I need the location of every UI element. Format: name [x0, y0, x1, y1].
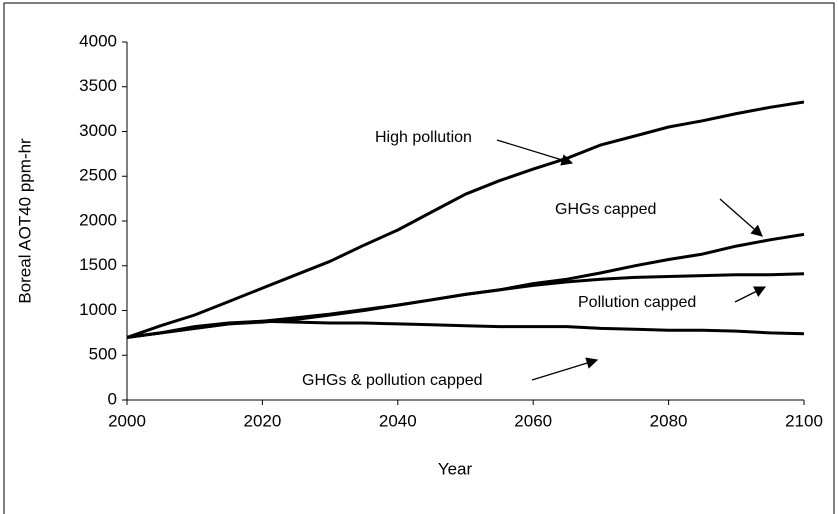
- series-annotation: GHGs & pollution capped: [302, 372, 483, 389]
- series-annotation: GHGs capped: [555, 201, 656, 218]
- series-annotation: Pollution capped: [578, 294, 696, 311]
- x-tick-label: 2020: [243, 411, 281, 430]
- chart-border: [3, 2, 835, 514]
- y-tick-label: 3500: [79, 76, 117, 95]
- y-tick-label: 4000: [79, 31, 117, 50]
- y-tick-label: 1500: [79, 255, 117, 274]
- series-line: [126, 272, 805, 339]
- annotation-arrow: [719, 198, 763, 237]
- series-annotation: High pollution: [375, 129, 472, 146]
- series-line: [126, 319, 805, 339]
- annotation-arrow: [734, 286, 767, 303]
- x-tick-label: 2100: [785, 411, 823, 430]
- x-tick-label: 2060: [514, 411, 552, 430]
- annotation-arrow: [496, 139, 574, 166]
- y-tick-label: 1000: [79, 300, 117, 319]
- y-tick-label: 500: [89, 345, 117, 364]
- y-tick-label: 0: [108, 389, 117, 408]
- annotation-arrow: [531, 357, 599, 381]
- y-tick-label: 2000: [79, 210, 117, 229]
- x-tick-label: 2080: [650, 411, 688, 430]
- y-tick-label: 3000: [79, 121, 117, 140]
- x-tick-label: 2000: [108, 411, 146, 430]
- series-line: [126, 100, 805, 339]
- y-axis-label: Boreal AOT40 ppm-hr: [15, 138, 34, 304]
- x-axis-label: Year: [438, 459, 473, 478]
- x-tick-label: 2040: [379, 411, 417, 430]
- y-tick-label: 2500: [79, 166, 117, 185]
